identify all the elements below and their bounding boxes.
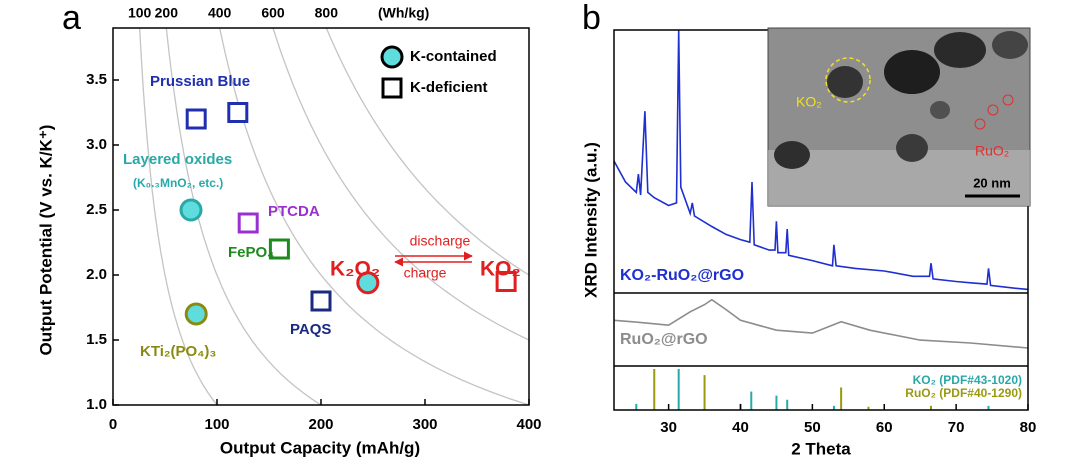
highlight [1002, 94, 1014, 106]
y-axis-title: XRD Intensity (a.u.) [581, 142, 600, 298]
series-label: Prussian Blue [150, 73, 250, 90]
particle [884, 50, 940, 94]
x-tick-label: 40 [732, 419, 749, 436]
top-tick-label: 800 [315, 5, 339, 21]
x-axis-title: 2 Theta [791, 439, 851, 458]
series-label: KO₂ [480, 258, 521, 281]
x-tick-label: 400 [516, 416, 541, 433]
x-tick-label: 0 [109, 416, 117, 433]
inset-label: RuO₂ [975, 143, 1009, 159]
x-tick-label: 70 [948, 419, 965, 436]
energy-contour [325, 27, 530, 276]
marker-circle [179, 198, 203, 222]
marker-square [237, 212, 259, 234]
y-tick-label: 1.5 [86, 331, 107, 348]
particle [930, 101, 950, 119]
legend-label: K-contained [410, 48, 497, 65]
particle [827, 66, 863, 98]
highlight [974, 118, 986, 130]
x-tick-label: 50 [804, 419, 821, 436]
marker-square [310, 290, 332, 312]
x-tick-label: 80 [1020, 419, 1037, 436]
xrd-curve [613, 29, 1029, 291]
x-tick-label: 100 [204, 416, 229, 433]
series-label: Layered oxides [123, 151, 232, 168]
series-label: FePO₄ [228, 244, 274, 261]
series-label: K₂O₂ [330, 258, 380, 281]
marker-circle [356, 271, 380, 295]
reference-label: KO₂ (PDF#43-1020) [913, 373, 1022, 387]
reference-label: RuO₂ (PDF#40-1290) [905, 386, 1022, 400]
x-tick-label: 300 [412, 416, 437, 433]
annotation: discharge [410, 233, 471, 249]
marker-circle [184, 302, 208, 326]
panel-label: a [62, 0, 81, 37]
xrd-curve [613, 298, 1029, 349]
marker-square [268, 238, 290, 260]
panel-label: b [582, 0, 601, 37]
top-axis-unit: (Wh/kg) [378, 5, 429, 21]
top-tick-label: 400 [208, 5, 232, 21]
series-label: PTCDA [268, 203, 320, 220]
top-tick-label: 600 [261, 5, 285, 21]
scale-label: 20 nm [973, 175, 1011, 190]
energy-contour [139, 27, 218, 406]
series-label: KTi₂(PO₄)₃ [140, 343, 216, 360]
highlight [987, 104, 999, 116]
annotation: charge [404, 265, 447, 281]
energy-contour [219, 27, 530, 406]
marker-square [227, 102, 249, 123]
series-label: PAQS [290, 321, 331, 338]
legend-label: K-deficient [410, 79, 488, 96]
marker-circle [380, 45, 404, 69]
energy-contour [272, 27, 530, 341]
top-tick-label: 200 [155, 5, 179, 21]
y-tick-label: 3.0 [86, 136, 107, 153]
particle [992, 31, 1028, 59]
highlight [825, 57, 871, 103]
particle [934, 32, 986, 68]
y-tick-label: 2.5 [86, 201, 107, 218]
y-tick-label: 3.5 [86, 71, 107, 88]
series-label: KO₂-RuO₂@rGO [620, 267, 744, 284]
top-tick-label: 100 [128, 5, 152, 21]
marker-square [381, 77, 403, 99]
particle [896, 134, 928, 162]
inset-label: KO₂ [796, 94, 822, 110]
marker-square [495, 271, 517, 292]
y-tick-label: 1.0 [86, 396, 107, 413]
x-tick-label: 60 [876, 419, 893, 436]
x-axis-title: Output Capacity (mAh/g) [220, 438, 420, 457]
marker-square [185, 108, 207, 130]
y-axis-title: Output Potential (V vs. K/K⁺) [36, 125, 55, 356]
tem-inset: KO₂ RuO₂ 20 nm [767, 27, 1031, 207]
x-tick-label: 200 [308, 416, 333, 433]
x-tick-label: 30 [660, 419, 677, 436]
y-tick-label: 2.0 [86, 266, 107, 283]
series-label: RuO₂@rGO [620, 331, 708, 348]
series-sublabel: (K₀.₃MnO₂, etc.) [133, 176, 223, 190]
particle [774, 141, 810, 169]
